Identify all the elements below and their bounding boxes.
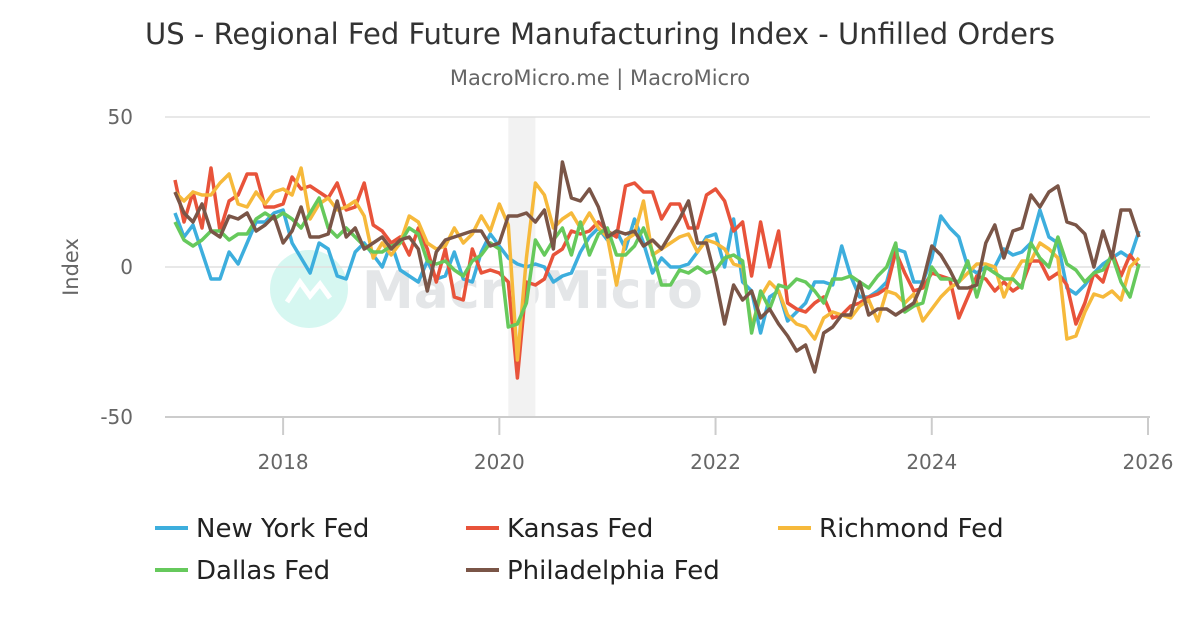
watermark-logo-mark xyxy=(284,277,333,304)
legend-item[interactable]: Kansas Fed xyxy=(466,514,653,544)
x-tick-label: 2024 xyxy=(906,450,957,474)
series-line-philadelphia-fed xyxy=(173,160,1141,374)
x-tick-label: 2026 xyxy=(1123,450,1174,474)
watermark-logo-icon xyxy=(270,250,348,328)
legend-label: Dallas Fed xyxy=(196,556,330,586)
legend-label: New York Fed xyxy=(196,514,369,544)
legend-label: Richmond Fed xyxy=(819,514,1004,544)
legend-label: Philadelphia Fed xyxy=(507,556,720,586)
legend-item[interactable]: New York Fed xyxy=(155,514,369,544)
chart-subtitle: MacroMicro.me | MacroMicro xyxy=(450,66,750,91)
y-tick-label: 50 xyxy=(108,105,133,129)
y-tick-label: -50 xyxy=(100,405,133,429)
chart-title: US - Regional Fed Future Manufacturing I… xyxy=(145,17,1055,51)
series-line-dallas-fed xyxy=(173,196,1141,335)
watermark: MacroMicro xyxy=(270,250,703,328)
legend-item[interactable]: Richmond Fed xyxy=(778,514,1004,544)
y-axis-label: Index xyxy=(59,238,83,296)
legend-item[interactable]: Philadelphia Fed xyxy=(466,556,720,586)
x-tick-label: 2018 xyxy=(258,450,309,474)
legend-item[interactable]: Dallas Fed xyxy=(155,556,330,586)
y-tick-label: 0 xyxy=(120,255,133,279)
x-tick-label: 2020 xyxy=(474,450,525,474)
legend-label: Kansas Fed xyxy=(507,514,653,544)
x-tick-label: 2022 xyxy=(690,450,741,474)
